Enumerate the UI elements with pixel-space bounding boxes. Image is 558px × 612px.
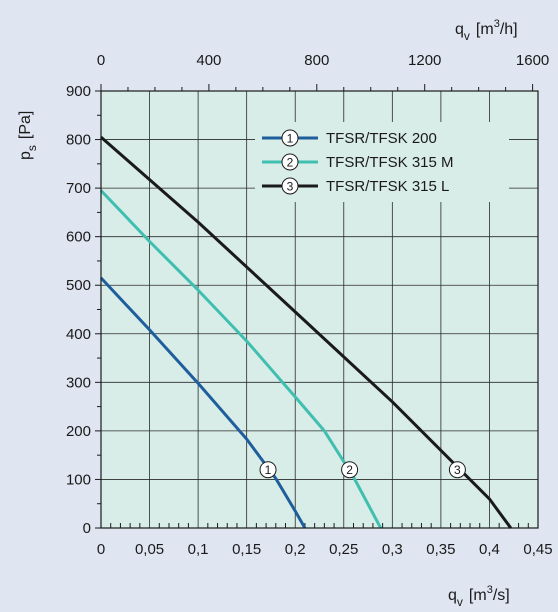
legend-marker-label-3: 3: [287, 180, 294, 194]
legend-marker-label-1: 1: [287, 132, 294, 146]
y-tick-label: 500: [66, 277, 91, 294]
x-bottom-tick-label: 0,05: [135, 541, 164, 558]
legend-marker-label-2: 2: [287, 156, 294, 170]
series-lines: 1 2 3: [99, 135, 513, 529]
x-bottom-tick-label: 0,4: [479, 541, 500, 558]
series-marker-label-2: 2: [346, 463, 353, 477]
x-bottom-tick-label: 0,25: [329, 541, 358, 558]
x-bottom-tick-label: 0,15: [232, 541, 261, 558]
x-top-tick-label: 400: [196, 52, 221, 69]
x-top-tick-label: 1600: [516, 52, 549, 69]
y-tick-label: 900: [66, 83, 91, 100]
legend-label-1: TFSR/TFSK 200: [326, 130, 437, 147]
y-tick-label: 600: [66, 229, 91, 246]
y-tick-label: 700: [66, 180, 91, 197]
bottom-axis-title: qv [m3/s]: [448, 584, 510, 609]
legend-marker-3: [281, 177, 299, 195]
series-marker-label-3: 3: [454, 463, 461, 477]
series-line-1: [99, 276, 307, 529]
y-tick-label: 400: [66, 326, 91, 343]
legend-label-2: TFSR/TFSK 315 M: [326, 154, 454, 171]
y-tick-label: 200: [66, 423, 91, 440]
x-top-tick-label: 800: [304, 52, 329, 69]
y-tick-label: 800: [66, 132, 91, 149]
x-bottom-tick-label: 0,1: [188, 541, 209, 558]
legend-marker-2: [281, 153, 299, 171]
legend-marker-1: [281, 129, 299, 147]
plot-frame: [100, 90, 539, 529]
x-bottom-tick-label: 0,3: [382, 541, 403, 558]
x-bottom-tick-label: 0: [97, 541, 105, 558]
x-top-tick-label: 1200: [408, 52, 441, 69]
series-marker-2: [341, 461, 359, 479]
legend: 1 TFSR/TFSK 200 2 TFSR/TFSK 315 M 3 TFSR/TFSK…: [255, 122, 509, 202]
series-line-3: [100, 135, 513, 529]
x-bottom-tick-label: 0,45: [523, 541, 552, 558]
x-top-tick-label: 0: [97, 52, 105, 69]
series-marker-label-1: 1: [265, 463, 272, 477]
series-marker-3: [448, 461, 466, 479]
series-marker-1: [259, 461, 277, 479]
y-tick-label: 0: [83, 520, 91, 537]
top-axis-title: qv [m3/h]: [455, 18, 518, 43]
axis-ticks: 0 0,05 0,1 0,15 0,2 0,25 0,3 0,35 0,4 0,45 0 100 200…: [66, 52, 553, 558]
y-tick-label: 100: [66, 471, 91, 488]
y-tick-label: 300: [66, 374, 91, 391]
x-bottom-tick-label: 0,2: [285, 541, 306, 558]
y-axis-title: ps[Pa]: [17, 111, 39, 160]
x-bottom-tick-label: 0,35: [426, 541, 455, 558]
legend-label-3: TFSR/TFSK 315 L: [326, 178, 449, 195]
